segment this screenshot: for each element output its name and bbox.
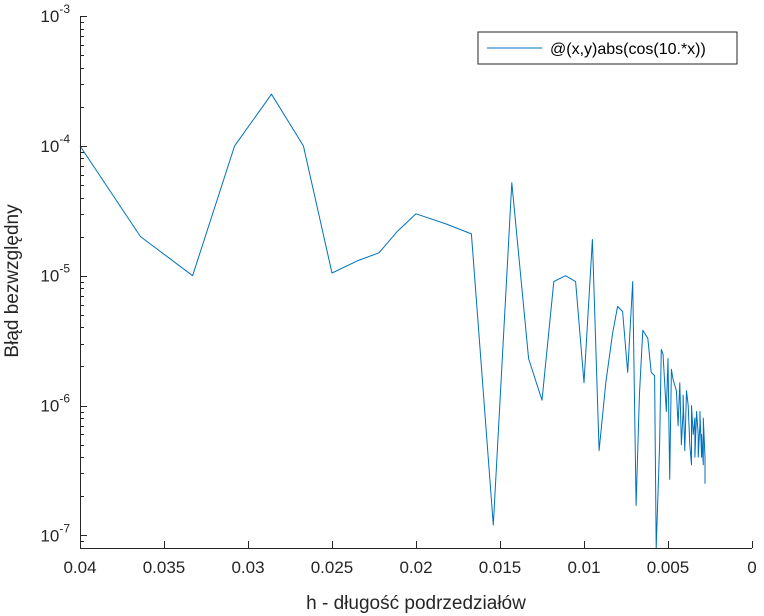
x-tick-label: 0.025 <box>311 558 354 577</box>
y-tick-label: 10-4 <box>40 132 70 156</box>
x-tick-label: 0.03 <box>231 558 264 577</box>
x-tick-label: 0 <box>747 558 756 577</box>
y-tick-label: 10-7 <box>40 521 70 545</box>
y-tick-label: 10-6 <box>40 392 70 416</box>
y-tick-label: 10-5 <box>40 262 70 286</box>
x-tick-label: 0.005 <box>647 558 690 577</box>
x-axis-ticks: 0.04 0.035 0.03 0.025 0.02 0.015 0.01 0.005 0 <box>63 541 757 577</box>
series-line <box>79 93 706 549</box>
y-axis-label: Błąd bezwzględny <box>2 204 23 358</box>
x-tick-label: 0.01 <box>567 558 600 577</box>
series-layer <box>79 93 706 549</box>
legend: @(x,y)abs(cos(10.*x)) <box>477 31 738 65</box>
x-axis-label: h - długość podrzedziałów <box>306 593 526 614</box>
x-tick-label: 0.02 <box>399 558 432 577</box>
legend-entry-label: @(x,y)abs(cos(10.*x)) <box>550 41 706 58</box>
x-tick-label: 0.015 <box>479 558 522 577</box>
x-tick-label: 0.04 <box>63 558 96 577</box>
x-tick-label: 0.035 <box>143 558 186 577</box>
y-axis-ticks: 10-7 10-6 10-5 10-4 10-3 <box>40 2 87 549</box>
y-tick-label: 10-3 <box>40 2 70 26</box>
